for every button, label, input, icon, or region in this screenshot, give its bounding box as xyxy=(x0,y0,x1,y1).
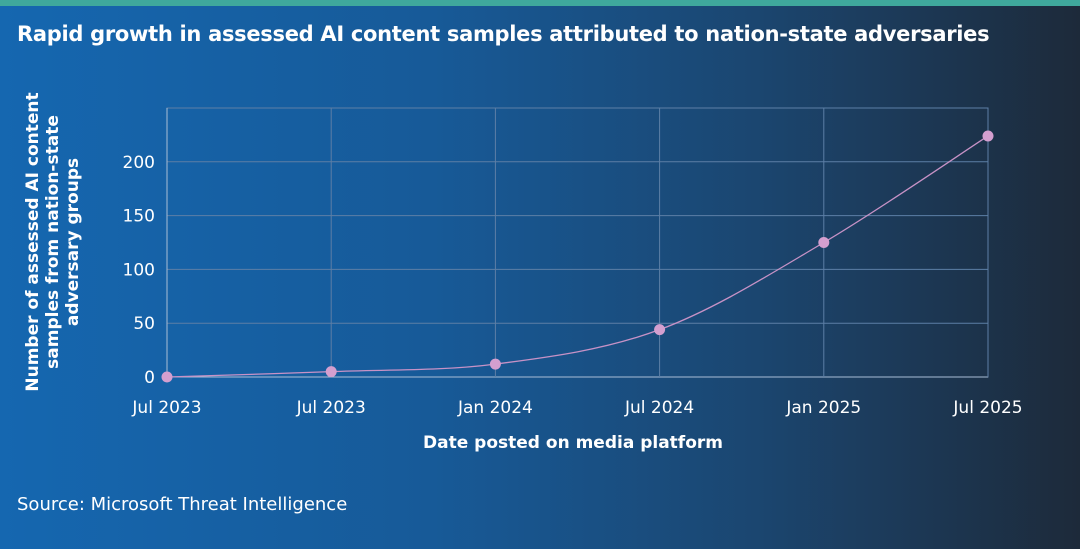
data-point xyxy=(161,371,173,383)
x-ticks: Jul 2023 Jul 2023 Jan 2024 Jul 2024 Jan 2025… xyxy=(131,398,1022,418)
y-axis-label-line-2: samples from nation-state xyxy=(43,115,63,369)
x-tick-label: Jul 2025 xyxy=(952,398,1022,418)
x-tick-label: Jan 2025 xyxy=(785,398,861,418)
x-tick-label: Jan 2024 xyxy=(457,398,533,418)
y-tick-label: 0 xyxy=(144,368,155,388)
y-ticks: 0 50 100 150 200 xyxy=(123,153,155,388)
y-axis-label-line-1: Number of assessed AI content xyxy=(23,92,43,391)
accent-bar xyxy=(0,0,1080,6)
grid xyxy=(166,107,989,378)
data-point xyxy=(489,358,501,370)
data-point xyxy=(982,130,994,142)
source-note: Source: Microsoft Threat Intelligence xyxy=(17,494,348,515)
data-point xyxy=(325,366,337,378)
plot-frame xyxy=(166,107,989,378)
y-axis-label: Number of assessed AI content samples fr… xyxy=(23,92,83,391)
data-point xyxy=(654,324,666,336)
x-tick-label: Jul 2024 xyxy=(624,398,694,418)
y-tick-label: 150 xyxy=(123,207,155,227)
x-tick-label: Jul 2023 xyxy=(131,398,201,418)
series-line xyxy=(166,135,989,378)
y-axis-label-line-3: adversary groups xyxy=(63,158,83,326)
chart-title: Rapid growth in assessed AI content samp… xyxy=(17,22,990,46)
x-tick-label: Jul 2023 xyxy=(296,398,366,418)
y-tick-label: 200 xyxy=(123,153,155,173)
data-points xyxy=(161,130,994,383)
y-tick-label: 100 xyxy=(123,260,155,280)
y-tick-label: 50 xyxy=(133,314,155,334)
x-axis-label: Date posted on media platform xyxy=(423,433,723,453)
data-point xyxy=(818,237,830,248)
